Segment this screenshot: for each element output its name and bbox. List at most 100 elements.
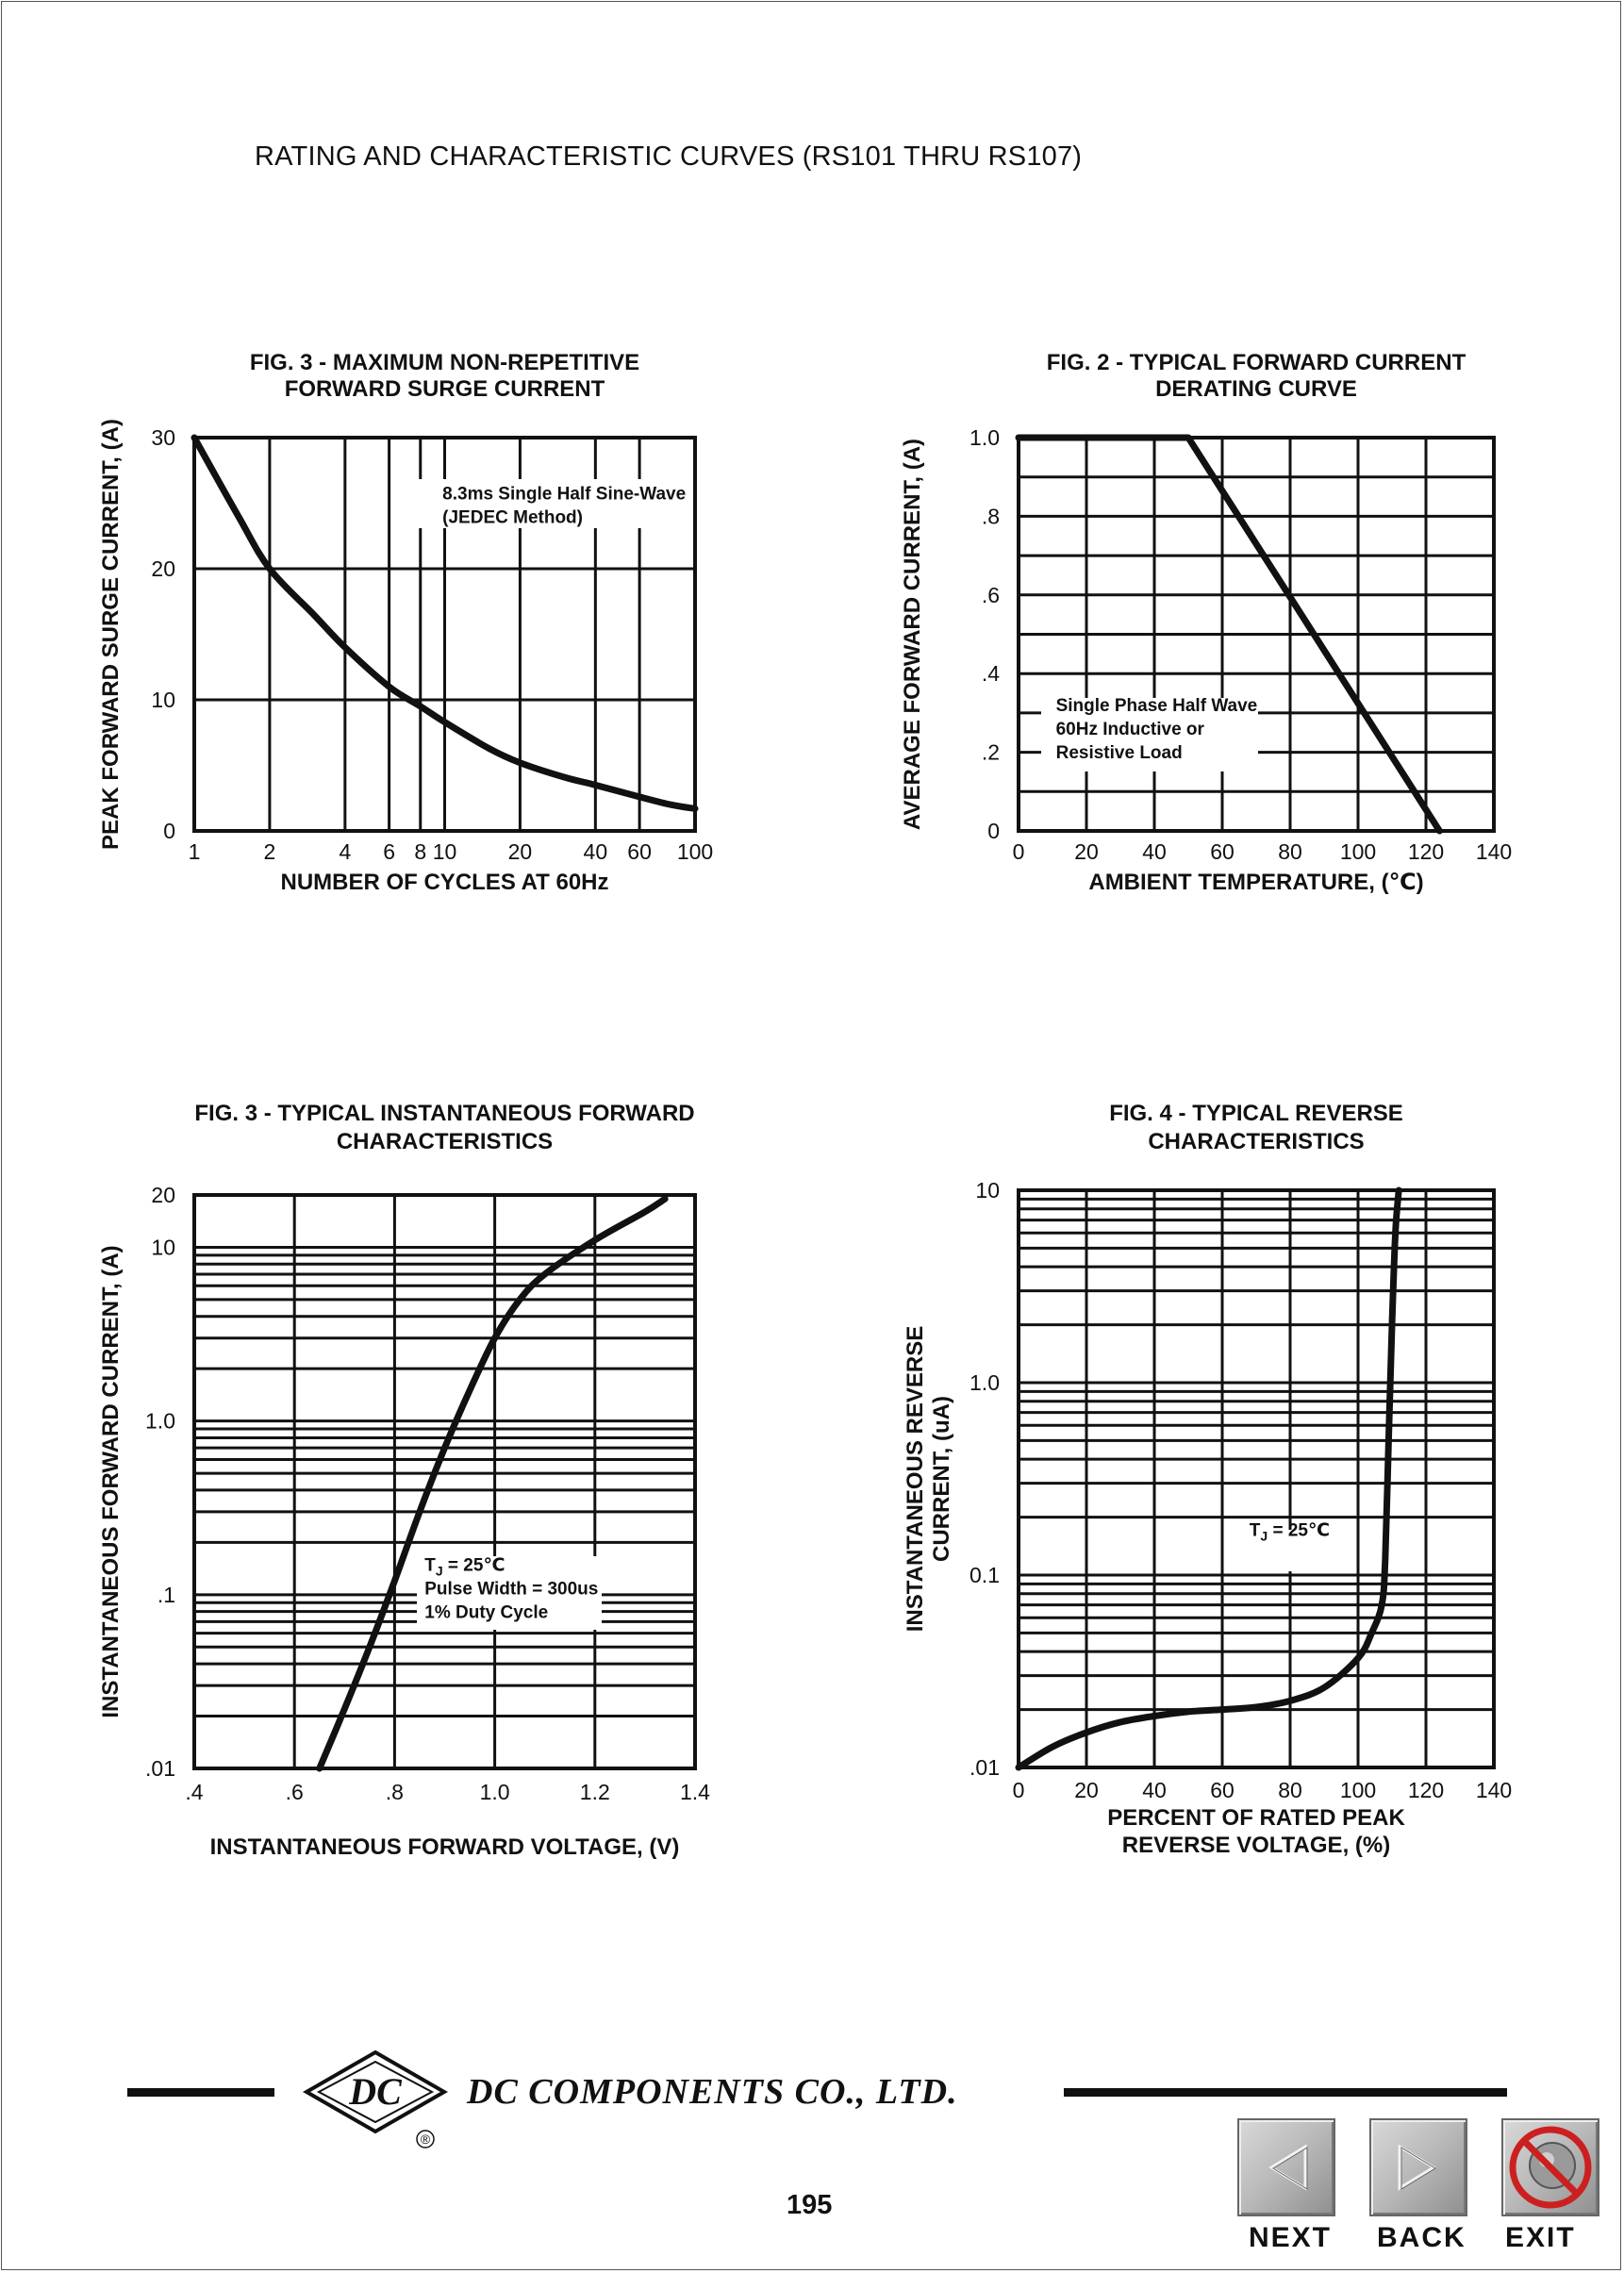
annotation-line: (JEDEC Method) [442,507,583,527]
chart-title-line: FIG. 4 - TYPICAL REVERSE [1109,1101,1403,1126]
x-tick-label: 60 [1210,839,1235,864]
x-tick-label: .8 [386,1780,404,1804]
series-line [191,434,699,812]
y-tick-label: .01 [145,1756,175,1781]
annotation-background [1041,698,1258,771]
x-tick-label: 80 [1278,1778,1302,1802]
y-tick-label: 20 [151,1183,175,1207]
x-tick-label: 1.4 [680,1780,710,1804]
x-tick-label: 100 [1340,1778,1376,1802]
annotation-background [407,479,653,528]
y-tick-label: 0.1 [969,1563,1000,1587]
x-tick-label: 0 [1013,1778,1025,1802]
series-line [316,1195,669,1772]
y-tick-label: .8 [982,504,1000,528]
y-tick-label: 10 [975,1178,1000,1203]
y-axis-label: INSTANTANEOUS REVERSE [903,1326,928,1632]
chart-title-line: CHARACTERISTICS [1148,1129,1364,1154]
plot-frame [192,1193,697,1770]
next-label[interactable]: NEXT [1249,2222,1333,2253]
annotation-line: TJ = 25℃ [1250,1520,1330,1543]
x-tick-label: 80 [1278,839,1302,864]
y-tick-label: .2 [982,740,1000,765]
left-triangle-icon [1268,2144,1308,2191]
exit-button[interactable] [1501,2118,1599,2216]
back-button[interactable] [1369,2118,1467,2216]
x-tick-label: .4 [185,1780,203,1804]
chart-title-line: CHARACTERISTICS [337,1129,553,1154]
y-axis-label: PEAK FORWARD SURGE CURRENT, (A) [98,419,124,850]
x-tick-label: 40 [1142,839,1167,864]
x-tick-label: 40 [584,839,608,864]
annotation-line: Pulse Width = 300us [424,1580,598,1600]
x-tick-label: 1.0 [480,1780,510,1804]
next-button[interactable] [1237,2118,1335,2216]
y-axis-label: INSTANTANEOUS FORWARD CURRENT, (A) [98,1245,124,1717]
chart-title-line: FIG. 3 - TYPICAL INSTANTANEOUS FORWARD [194,1101,694,1126]
y-tick-label: .1 [157,1583,175,1607]
x-tick-label: 120 [1408,839,1444,864]
no-entry-icon [1509,2126,1592,2209]
x-tick-label: 60 [627,839,652,864]
annotation-line: 8.3ms Single Half Sine-Wave [442,484,686,504]
annotation-line: Resistive Load [1056,743,1183,763]
page-number: 195 [787,2190,833,2220]
y-tick-label: .6 [982,583,1000,607]
y-tick-label: 30 [151,425,175,450]
x-tick-label: 2 [264,839,276,864]
annotation-line: 60Hz Inductive or [1056,720,1205,739]
x-tick-label: 120 [1408,1778,1444,1802]
chart-reverse: FIG. 4 - TYPICAL REVERSE CHARACTERISTICS 0… [903,1101,1512,1858]
y-axis-label: CURRENT, (uA) [929,1396,954,1562]
y-tick-label: 1.0 [969,1370,1000,1395]
exit-label[interactable]: EXIT [1505,2222,1576,2253]
x-axis-label: AMBIENT TEMPERATURE, (℃) [1088,870,1423,895]
series-line [1015,1186,1402,1771]
x-axis-label: PERCENT OF RATED PEAK [1107,1805,1405,1831]
x-tick-label: 100 [677,839,713,864]
x-tick-label: 1 [189,839,201,864]
annotation-line: 1% Duty Cycle [424,1603,548,1623]
x-tick-label: 20 [1074,839,1099,864]
right-triangle-icon [1398,2144,1436,2191]
chart-derating: FIG. 2 - TYPICAL FORWARD CURRENTDERATING… [900,350,1512,895]
chart-title-line: DERATING CURVE [1155,376,1357,402]
x-tick-label: 8 [414,839,426,864]
plot-frame [1017,436,1496,833]
x-tick-label: 0 [1013,839,1025,864]
series-line [1015,434,1443,835]
x-tick-label: 20 [508,839,533,864]
y-tick-label: 1.0 [145,1409,175,1434]
x-tick-label: 60 [1210,1778,1235,1802]
chart-forward: FIG. 3 - TYPICAL INSTANTANEOUS FORWARD CH… [98,1101,710,1860]
plot-frame [192,436,697,833]
x-tick-label: 40 [1142,1778,1167,1802]
x-tick-label: .6 [286,1780,304,1804]
x-tick-label: 140 [1476,1778,1512,1802]
y-tick-label: .4 [982,661,1000,686]
x-tick-label: 1.2 [580,1780,610,1804]
y-axis-label: AVERAGE FORWARD CURRENT, (A) [900,439,925,830]
x-tick-label: 100 [1340,839,1376,864]
x-axis-label: INSTANTANEOUS FORWARD VOLTAGE, (V) [210,1834,680,1860]
chart-title-line: FORWARD SURGE CURRENT [285,376,605,402]
y-tick-label: 1.0 [969,425,1000,450]
y-tick-label: 20 [151,556,175,581]
x-tick-label: 4 [339,839,351,864]
x-tick-label: 20 [1074,1778,1099,1802]
y-tick-label: 0 [987,819,1000,843]
y-tick-label: .01 [969,1755,1000,1780]
x-tick-label: 6 [383,839,395,864]
footer-rule-right [1064,2088,1507,2097]
chart-title-line: FIG. 2 - TYPICAL FORWARD CURRENT [1047,350,1467,375]
plot-frame [1017,1188,1496,1769]
back-label[interactable]: BACK [1377,2222,1467,2253]
footer-rule-left [127,2088,274,2097]
y-tick-label: 10 [151,688,175,712]
annotation-line: Single Phase Half Wave [1056,696,1258,716]
x-axis-label: REVERSE VOLTAGE, (%) [1122,1833,1390,1858]
x-tick-label: 10 [433,839,457,864]
annotation-background [417,1556,602,1630]
y-tick-label: 0 [163,819,175,843]
